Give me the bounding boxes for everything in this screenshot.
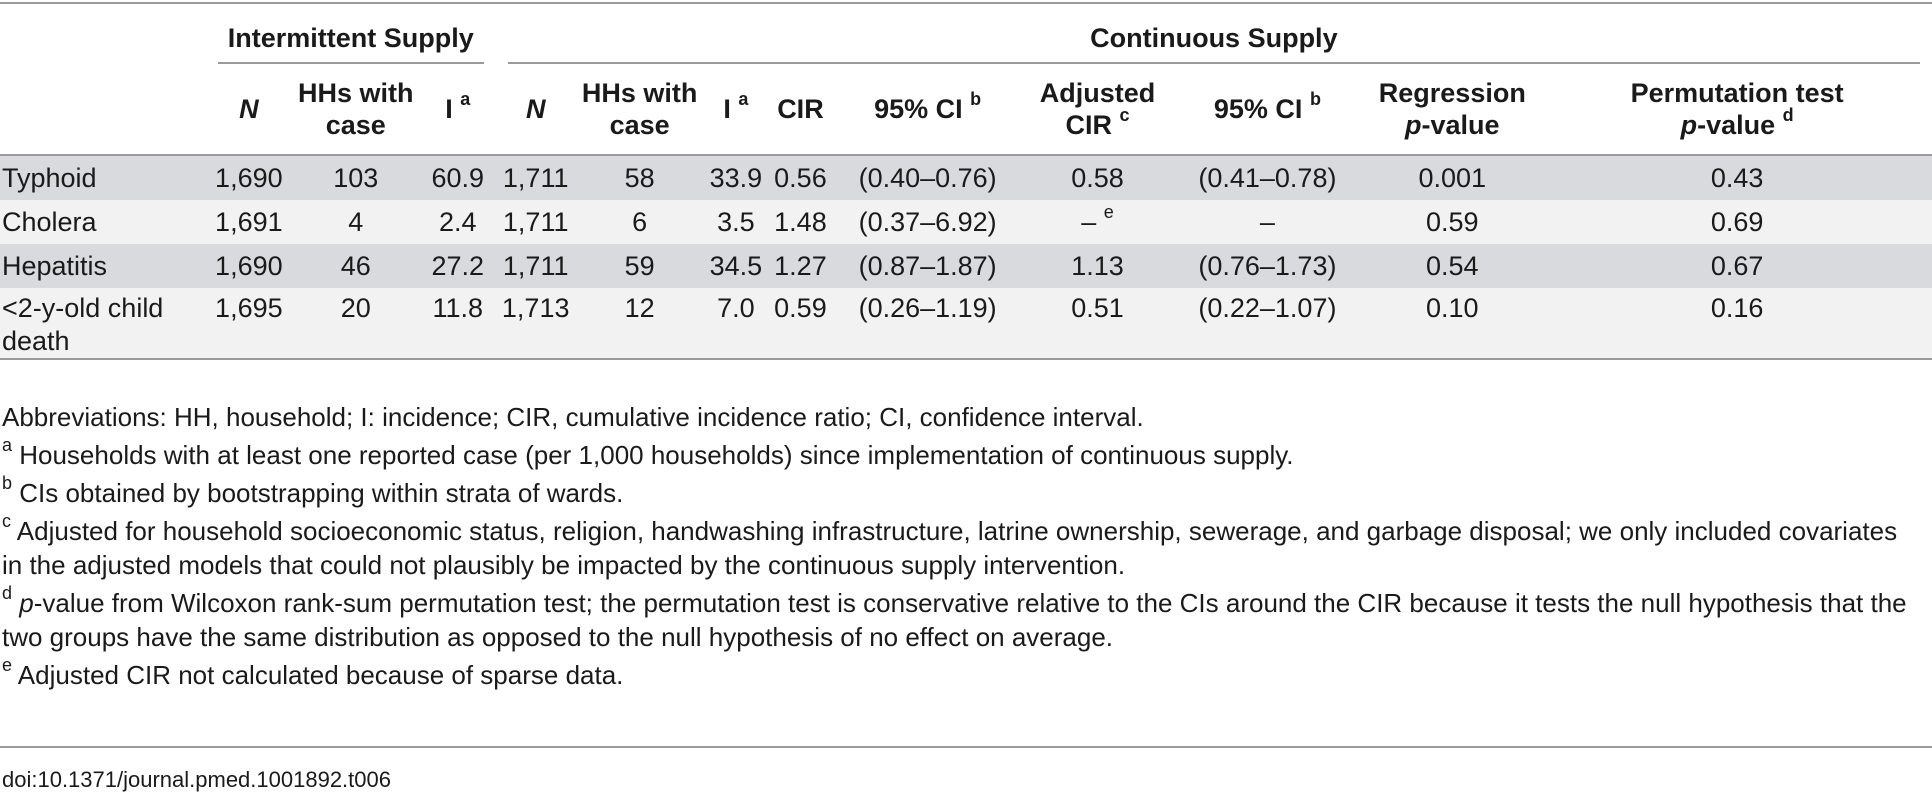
cell-int-hhs: 103 — [291, 155, 420, 200]
doi-link[interactable]: doi:10.1371/journal.pmed.1001892.t006 — [2, 767, 391, 792]
cell-con-hhs: 59 — [575, 244, 704, 288]
cell-int-hhs: 20 — [291, 288, 420, 360]
cell-adj-cir: 0.51 — [1022, 288, 1173, 360]
footnote-e: e Adjusted CIR not calculated because of… — [2, 655, 624, 690]
table-row: <2-y-old child death 1,695 20 11.8 1,713 … — [0, 288, 1932, 360]
cell-con-i: 33.9 — [703, 155, 769, 200]
header-ci: 95% CI b — [832, 64, 1023, 156]
group-intermittent-label: Intermittent Supply — [227, 22, 474, 53]
cell-adj-cir: 1.13 — [1022, 244, 1173, 288]
cell-con-hhs: 6 — [575, 200, 704, 244]
cell-con-i: 7.0 — [703, 288, 769, 360]
cell-cir: 1.48 — [768, 200, 833, 244]
cell-reg-p: 0.59 — [1362, 200, 1543, 244]
table-row: Cholera 1,691 4 2.4 1,711 6 3.5 1.48 (0.… — [0, 200, 1932, 244]
cell-perm-p: 0.16 — [1542, 288, 1932, 360]
cell-ci: (0.37–6.92) — [832, 200, 1023, 244]
cell-con-hhs: 12 — [575, 288, 704, 360]
cell-con-n: 1,711 — [495, 200, 576, 244]
header-con-i: I a — [703, 64, 769, 156]
cell-adj-cir: 0.58 — [1022, 155, 1173, 200]
header-adj-ci: 95% CI b — [1172, 64, 1363, 156]
cell-int-n: 1,691 — [205, 200, 292, 244]
header-int-n: N — [205, 64, 292, 156]
cell-int-i: 11.8 — [419, 288, 496, 360]
group-continuous-rule — [507, 62, 1920, 64]
footnote-b: b CIs obtained by bootstrapping within s… — [2, 473, 624, 508]
cell-con-hhs: 58 — [575, 155, 704, 200]
cell-reg-p: 0.001 — [1362, 155, 1543, 200]
cell-cir: 0.59 — [768, 288, 833, 360]
cell-perm-p: 0.43 — [1542, 155, 1932, 200]
cell-int-i: 27.2 — [419, 244, 496, 288]
header-cir: CIR — [768, 64, 833, 156]
cell-int-n: 1,690 — [205, 155, 292, 200]
cell-adj-cir: – e — [1022, 200, 1173, 244]
group-continuous-label: Continuous Supply — [1090, 22, 1338, 53]
header-adj-cir: Adjusted CIR c — [1022, 64, 1173, 156]
group-intermittent-rule — [217, 62, 484, 64]
header-row-label — [0, 64, 206, 156]
cell-adj-ci: (0.76–1.73) — [1172, 244, 1363, 288]
header-regression: Regression p-value — [1362, 64, 1543, 156]
cell-con-n: 1,711 — [495, 244, 576, 288]
cell-ci: (0.87–1.87) — [832, 244, 1023, 288]
cell-perm-p: 0.69 — [1542, 200, 1932, 244]
group-continuous: Continuous Supply — [496, 12, 1932, 64]
cell-con-n: 1,713 — [495, 288, 576, 360]
cell-int-hhs: 4 — [291, 200, 420, 244]
top-rule — [0, 2, 1932, 4]
table-row: Hepatitis 1,690 46 27.2 1,711 59 34.5 1.… — [0, 244, 1932, 288]
header-con-hhs: HHs with case — [575, 64, 704, 156]
header-permutation: Permutation test p-value d — [1542, 64, 1932, 156]
group-header-row: Intermittent Supply Continuous Supply — [0, 12, 1932, 64]
footnote-d: d p-value from Wilcoxon rank-sum permuta… — [2, 583, 1907, 652]
group-intermittent: Intermittent Supply — [206, 12, 496, 64]
row-label: <2-y-old child death — [0, 288, 206, 360]
header-int-hhs: HHs with case — [291, 64, 420, 156]
cell-ci: (0.40–0.76) — [832, 155, 1023, 200]
cell-con-n: 1,711 — [495, 155, 576, 200]
cell-reg-p: 0.54 — [1362, 244, 1543, 288]
header-con-n: N — [495, 64, 576, 156]
cell-adj-ci: – — [1172, 200, 1363, 244]
column-header-row: N HHs with case I a N HHs with case I a CI… — [0, 64, 1932, 156]
results-table: Intermittent Supply Continuous Supply N … — [0, 12, 1932, 360]
cell-cir: 0.56 — [768, 155, 833, 200]
cell-reg-p: 0.10 — [1362, 288, 1543, 360]
table-footnotes: Abbreviations: HH, household; I: inciden… — [2, 400, 1922, 696]
header-int-i: I a — [419, 64, 496, 156]
cell-int-hhs: 46 — [291, 244, 420, 288]
row-label: Typhoid — [0, 155, 206, 200]
cell-ci: (0.26–1.19) — [832, 288, 1023, 360]
group-spacer — [0, 12, 206, 64]
cell-cir: 1.27 — [768, 244, 833, 288]
bottom-rule — [0, 746, 1932, 748]
cell-int-i: 60.9 — [419, 155, 496, 200]
cell-int-n: 1,690 — [205, 244, 292, 288]
cell-perm-p: 0.67 — [1542, 244, 1932, 288]
cell-int-i: 2.4 — [419, 200, 496, 244]
cell-con-i: 3.5 — [703, 200, 769, 244]
abbreviations-note: Abbreviations: HH, household; I: inciden… — [2, 402, 1144, 432]
cell-adj-ci: (0.22–1.07) — [1172, 288, 1363, 360]
footnote-c: c Adjusted for household socioeconomic s… — [2, 511, 1898, 580]
table-row: Typhoid 1,690 103 60.9 1,711 58 33.9 0.5… — [0, 155, 1932, 200]
cell-con-i: 34.5 — [703, 244, 769, 288]
cell-adj-ci: (0.41–0.78) — [1172, 155, 1363, 200]
row-label: Hepatitis — [0, 244, 206, 288]
cell-int-n: 1,695 — [205, 288, 292, 360]
row-label: Cholera — [0, 200, 206, 244]
footnote-a: a Households with at least one reported … — [2, 435, 1294, 470]
